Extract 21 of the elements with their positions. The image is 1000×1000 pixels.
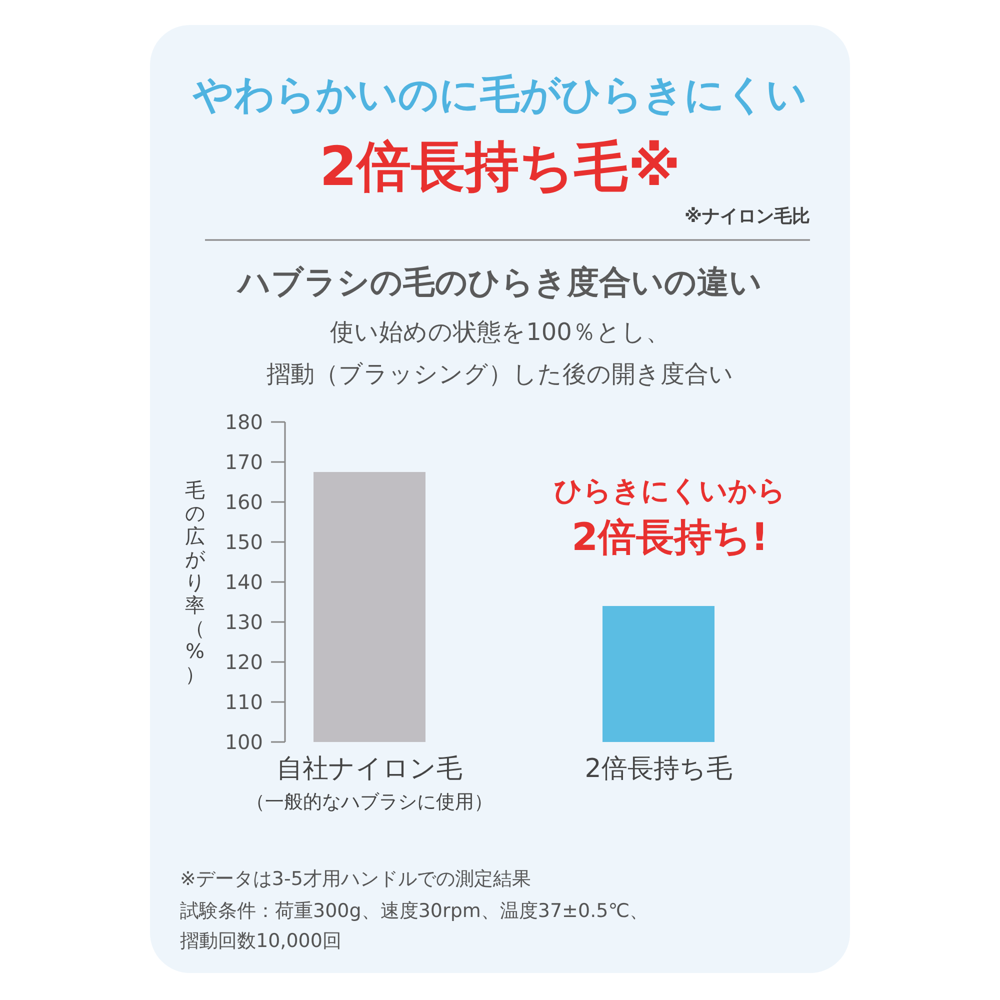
y-tick-label: 150 [224, 530, 263, 554]
y-tick-label: 140 [224, 570, 263, 594]
y-tick-label: 180 [224, 410, 263, 434]
text: 毛の広がり率（%） [185, 478, 205, 686]
text: やわらかいのに毛がひらきにくい [192, 72, 807, 118]
text: ※ナイロン毛比 [684, 206, 810, 227]
chart-title: ハブラシの毛のひらき度合いの違い [236, 263, 762, 301]
text: 2倍長持ち毛※ [319, 135, 681, 198]
text: ※データは3-5才用ハンドルでの測定結果 [180, 868, 531, 890]
y-tick-label: 100 [224, 730, 263, 754]
x-tick-label: 自社ナイロン毛（一般的なハブラシに使用） [246, 754, 493, 813]
y-tick-label: 130 [224, 610, 263, 634]
y-tick-label: 170 [224, 450, 263, 474]
y-tick-label: 120 [224, 650, 263, 674]
annotation: ひらきにくいから [554, 474, 786, 507]
annotation: 2倍長持ち! [572, 515, 768, 559]
y-tick-label: 160 [224, 490, 263, 514]
text: 試験条件：荷重300g、速度30rpm、温度37±0.5℃、摺動回数10,000回 [180, 900, 649, 952]
y-tick-label: 110 [224, 690, 263, 714]
x-tick-label: 2倍長持ち毛 [584, 754, 732, 784]
chart-subtitle: 使い始めの状態を100％とし、摺動（ブラッシング）した後の開き度合い [266, 318, 734, 388]
